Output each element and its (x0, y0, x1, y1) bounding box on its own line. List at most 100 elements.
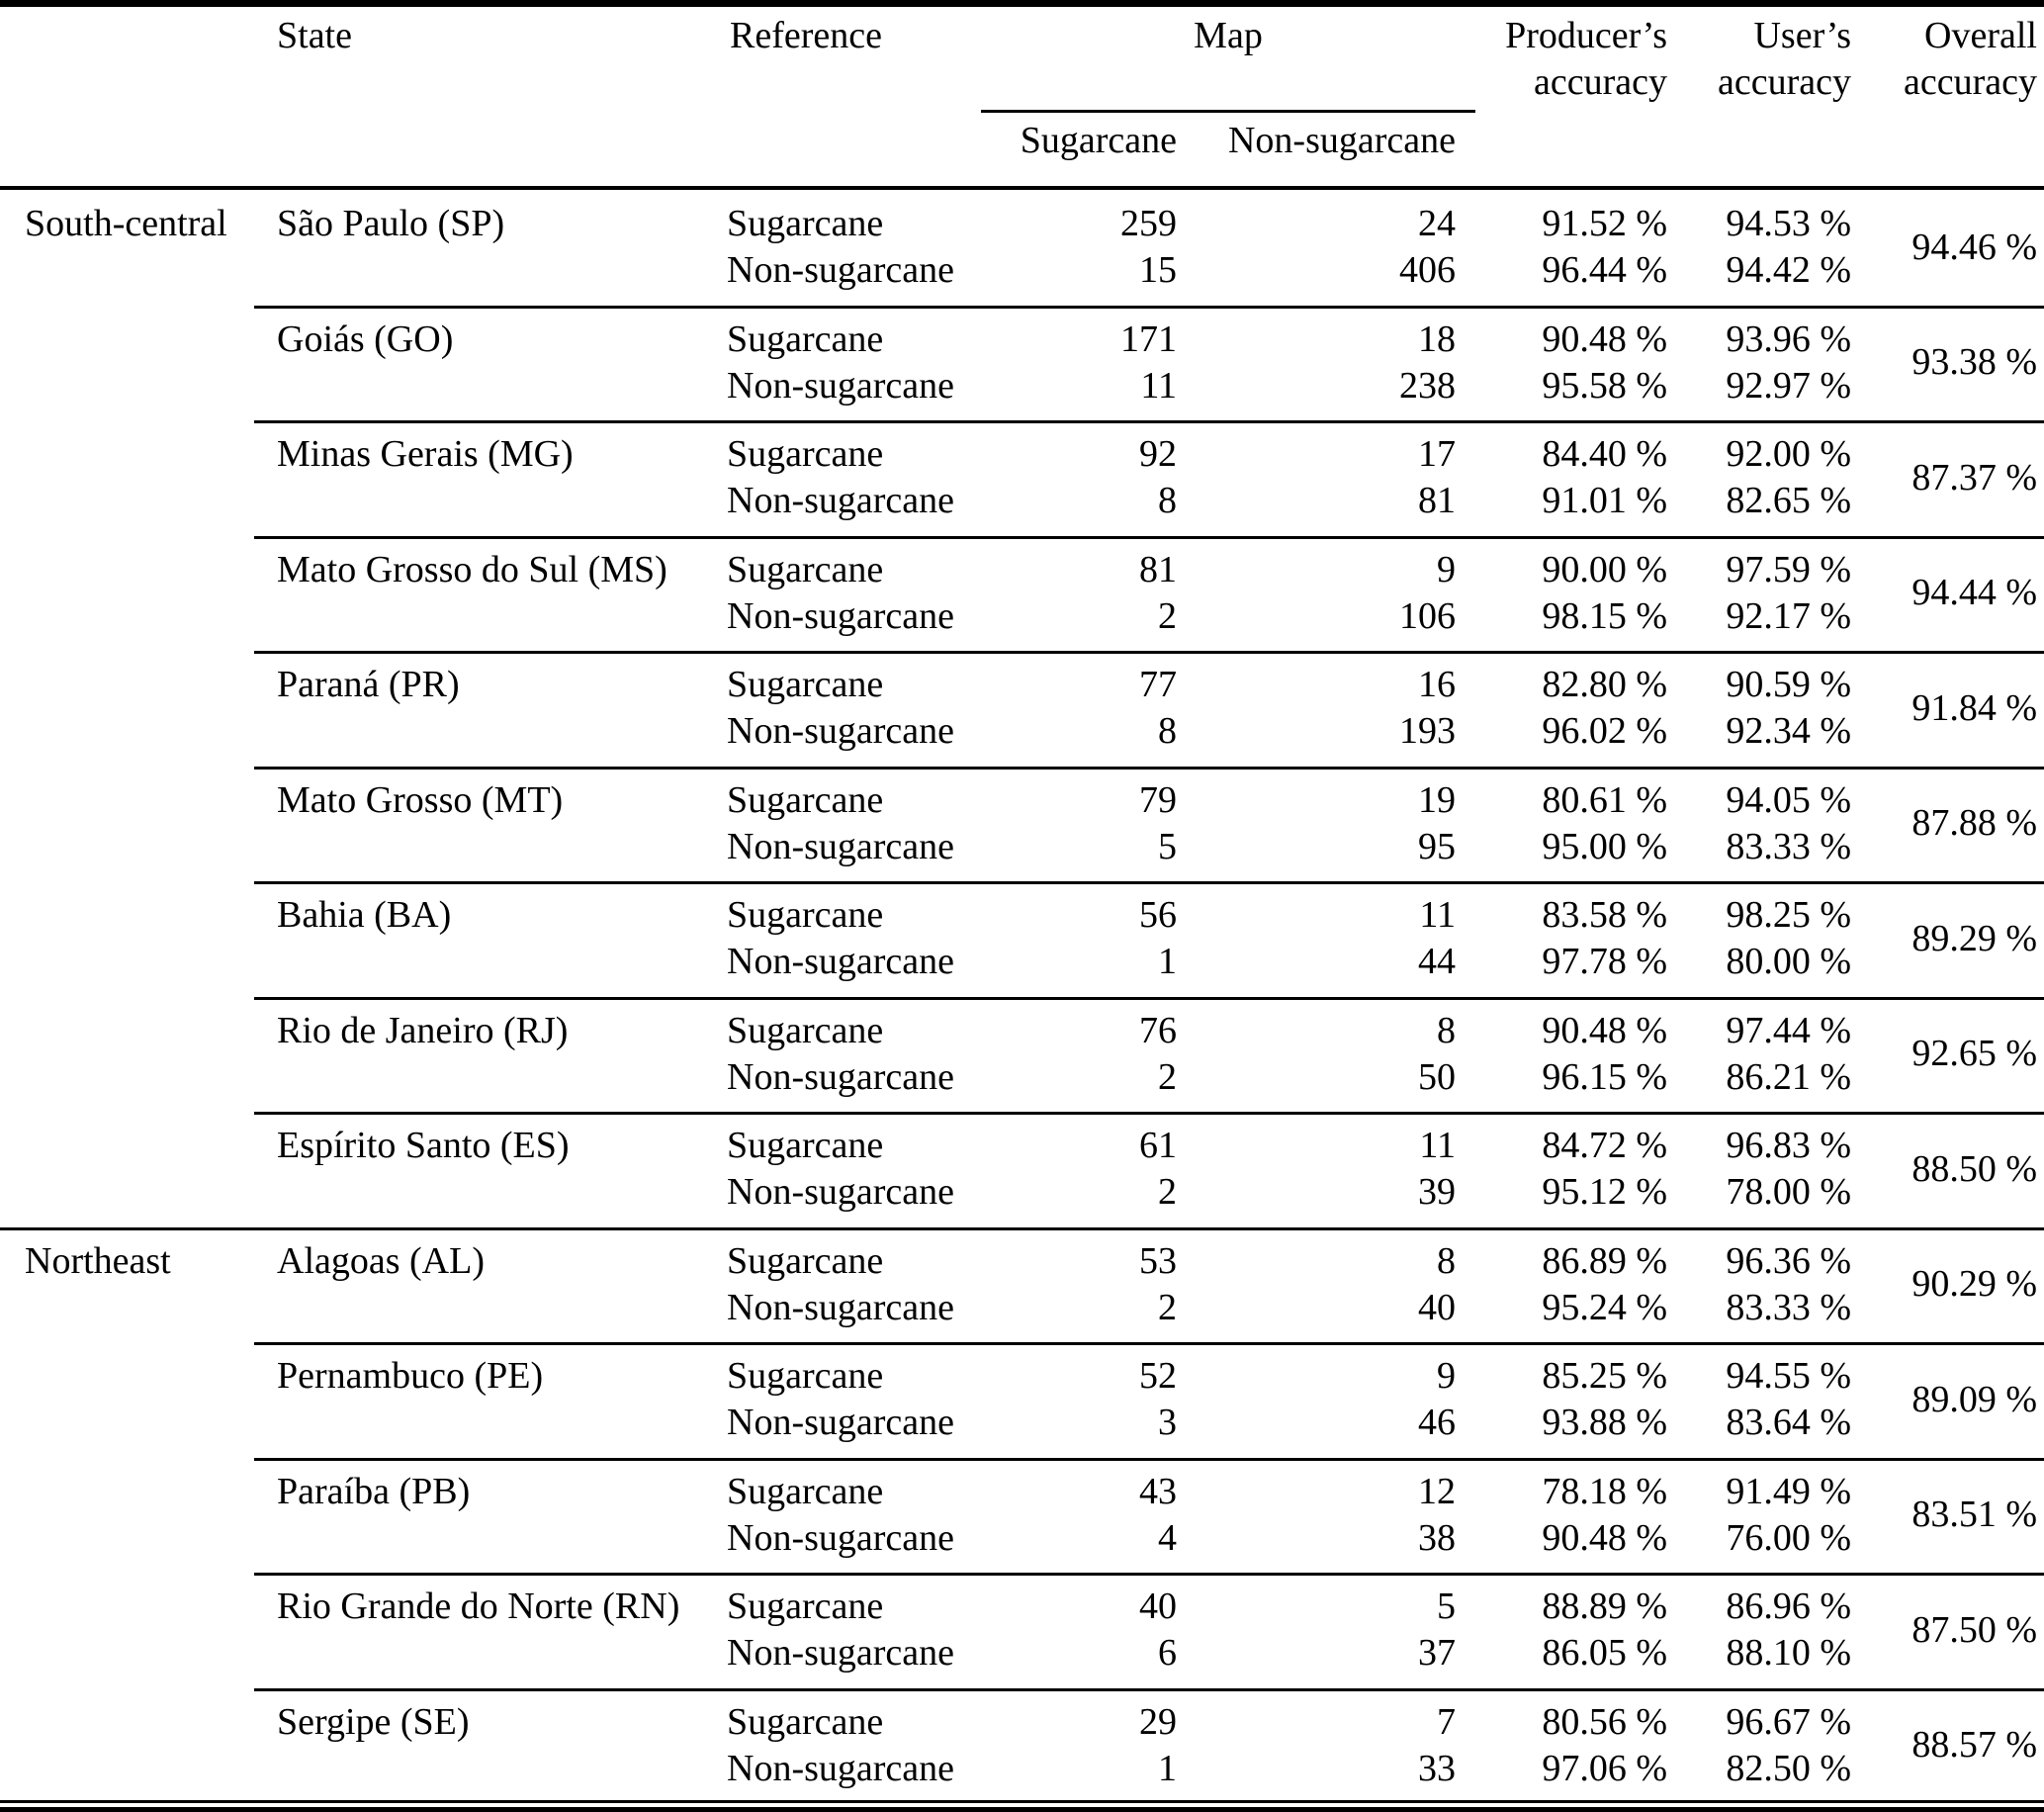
overall-accuracy-value: 90.29 % (1911, 1263, 2037, 1306)
state-name: Espírito Santo (ES) (277, 1125, 570, 1166)
map-nonsugarcane-row2: 406 (1399, 249, 1456, 291)
reference-row2-label: Non-sugarcane (727, 825, 955, 867)
users-accuracy-row1: 98.25 % (1726, 894, 1851, 936)
group-separator (254, 535, 2044, 539)
overall-accuracy-value: 93.38 % (1911, 341, 2037, 384)
reference-row2-label: Non-sugarcane (727, 1516, 955, 1559)
reference-row2-label: Non-sugarcane (727, 364, 955, 407)
column-header-reference: Reference (730, 15, 882, 56)
map-nonsugarcane-row2: 33 (1418, 1747, 1456, 1789)
map-sugarcane-row2: 5 (1158, 825, 1177, 867)
map-nonsugarcane-row2: 37 (1418, 1632, 1456, 1674)
group-separator (0, 1226, 2044, 1230)
map-nonsugarcane-row1: 11 (1419, 1125, 1456, 1166)
reference-row2-label: Non-sugarcane (727, 594, 955, 637)
users-accuracy-row1: 96.83 % (1726, 1125, 1851, 1166)
map-sugarcane-row2: 2 (1158, 1055, 1177, 1098)
state-name: Bahia (BA) (277, 894, 452, 936)
users-accuracy-row2: 80.00 % (1726, 941, 1851, 982)
region-label (0, 1353, 254, 1458)
users-accuracy-row1: 93.96 % (1726, 317, 1851, 360)
reference-row2-label: Non-sugarcane (727, 941, 955, 982)
state-name: Alagoas (AL) (277, 1239, 485, 1282)
subheader-map-sugarcane: Sugarcane (1020, 120, 1177, 161)
producers-accuracy-row1: 80.56 % (1542, 1700, 1667, 1743)
users-accuracy-row1: 90.59 % (1726, 664, 1851, 705)
map-sugarcane-row2: 2 (1158, 1286, 1177, 1328)
column-header-overall-accuracy: Overall accuracy (1839, 13, 2037, 106)
map-sugarcane-row2: 15 (1139, 249, 1177, 291)
region-label (0, 662, 254, 767)
map-sugarcane-row1: 92 (1139, 433, 1177, 475)
reference-row1-label: Sugarcane (727, 433, 884, 475)
reference-row1-label: Sugarcane (727, 1009, 884, 1051)
state-name: Paraná (PR) (277, 664, 460, 705)
map-sugarcane-row2: 3 (1158, 1402, 1177, 1443)
map-nonsugarcane-row2: 38 (1418, 1516, 1456, 1559)
users-accuracy-row2: 76.00 % (1726, 1516, 1851, 1559)
users-accuracy-row2: 92.17 % (1726, 594, 1851, 637)
reference-row1-label: Sugarcane (727, 1125, 884, 1166)
producers-accuracy-row1: 83.58 % (1542, 894, 1667, 936)
header-bottom-rule (0, 186, 2044, 190)
map-nonsugarcane-row1: 9 (1437, 1355, 1456, 1397)
map-sugarcane-row2: 2 (1158, 1171, 1177, 1213)
overall-accuracy-value: 83.51 % (1911, 1494, 2037, 1536)
map-nonsugarcane-row2: 44 (1418, 941, 1456, 982)
producers-accuracy-row1: 90.48 % (1542, 317, 1667, 360)
reference-row2-label: Non-sugarcane (727, 480, 955, 521)
producers-accuracy-row2: 98.15 % (1542, 594, 1667, 637)
producers-accuracy-row2: 90.48 % (1542, 1516, 1667, 1559)
overall-accuracy-value: 94.44 % (1911, 572, 2037, 614)
users-accuracy-row1: 94.55 % (1726, 1355, 1851, 1397)
group-separator (254, 1457, 2044, 1461)
reference-row1-label: Sugarcane (727, 1355, 884, 1397)
region-label (0, 1008, 254, 1113)
map-nonsugarcane-row2: 106 (1399, 594, 1456, 637)
map-sugarcane-row1: 259 (1120, 203, 1177, 244)
reference-row2-label: Non-sugarcane (727, 710, 955, 752)
users-accuracy-row1: 86.96 % (1726, 1586, 1851, 1627)
users-accuracy-row1: 97.44 % (1726, 1009, 1851, 1051)
users-accuracy-row2: 86.21 % (1726, 1055, 1851, 1098)
users-accuracy-row2: 83.33 % (1726, 825, 1851, 867)
subheader-map-nonsugarcane: Non-sugarcane (1227, 120, 1456, 161)
region-label (0, 317, 254, 421)
map-nonsugarcane-row1: 18 (1418, 317, 1456, 360)
table-bottom-thick-rule (0, 1807, 2044, 1812)
map-nonsugarcane-row1: 17 (1418, 433, 1456, 475)
overall-accuracy-value: 89.09 % (1911, 1378, 2037, 1420)
users-accuracy-row2: 92.97 % (1726, 364, 1851, 407)
state-group: Rio de Janeiro (RJ) Sugarcane Non-sugarc… (0, 996, 2044, 1113)
map-sugarcane-row1: 56 (1139, 894, 1177, 936)
producers-accuracy-row2: 95.00 % (1542, 825, 1667, 867)
overall-header-line1: Overall (1924, 15, 2037, 56)
group-separator (254, 420, 2044, 423)
state-group: Paraíba (PB) Sugarcane Non-sugarcane 43 … (0, 1457, 2044, 1574)
region-label (0, 1584, 254, 1688)
map-sugarcane-row1: 76 (1139, 1009, 1177, 1051)
map-nonsugarcane-row1: 8 (1437, 1239, 1456, 1282)
group-separator (254, 1112, 2044, 1115)
group-separator (254, 881, 2044, 884)
producers-accuracy-row1: 86.89 % (1542, 1239, 1667, 1282)
producers-accuracy-row1: 85.25 % (1542, 1355, 1667, 1397)
map-sugarcane-row1: 77 (1139, 664, 1177, 705)
producers-accuracy-row2: 97.06 % (1542, 1747, 1667, 1789)
state-group: South-central São Paulo (SP) Sugarcane N… (0, 190, 2044, 306)
reference-row2-label: Non-sugarcane (727, 1171, 955, 1213)
map-sugarcane-row2: 11 (1140, 364, 1177, 407)
producers-accuracy-row1: 88.89 % (1542, 1586, 1667, 1627)
state-name: Goiás (GO) (277, 317, 454, 360)
map-nonsugarcane-row2: 40 (1418, 1286, 1456, 1328)
users-accuracy-row2: 92.34 % (1726, 710, 1851, 752)
map-sugarcane-row2: 8 (1158, 480, 1177, 521)
reference-row1-label: Sugarcane (727, 1239, 884, 1282)
overall-accuracy-value: 91.84 % (1911, 686, 2037, 729)
reference-row1-label: Sugarcane (727, 548, 884, 590)
users-accuracy-row1: 96.67 % (1726, 1700, 1851, 1743)
map-nonsugarcane-row2: 50 (1418, 1055, 1456, 1098)
map-nonsugarcane-row1: 8 (1437, 1009, 1456, 1051)
region-label (0, 1469, 254, 1574)
